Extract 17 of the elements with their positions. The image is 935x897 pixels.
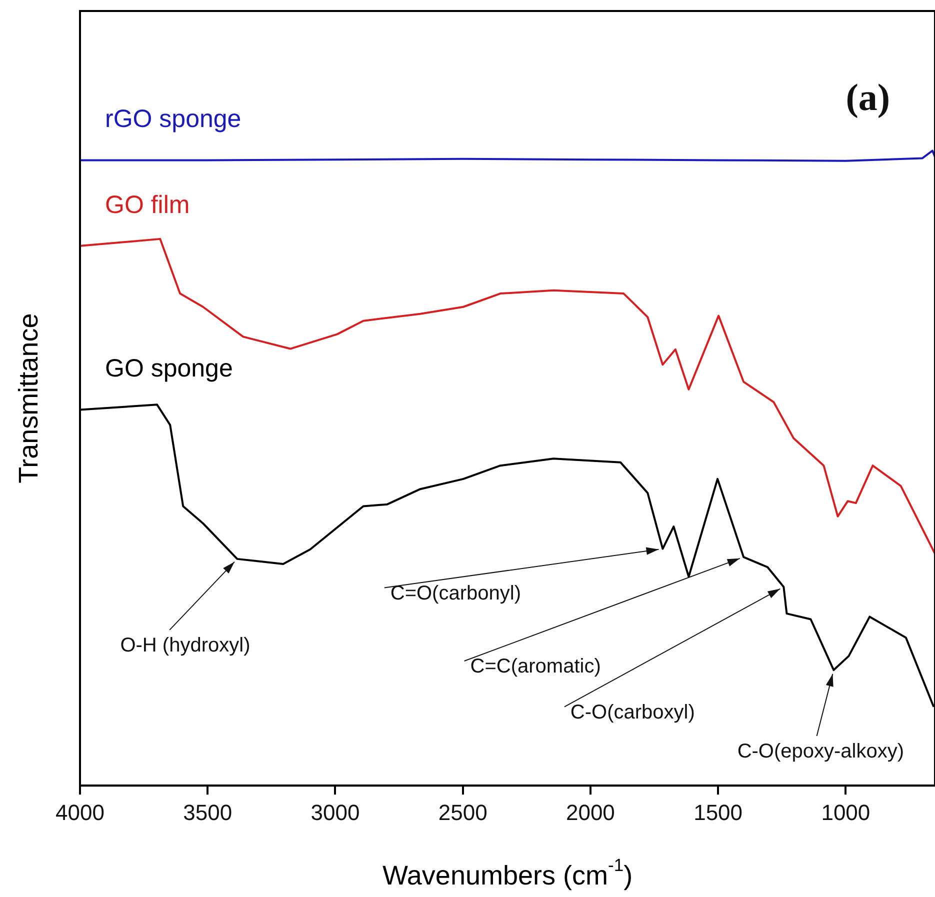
series-label: GO sponge xyxy=(105,354,233,383)
x-tick-label: 3500 xyxy=(183,800,232,825)
series-label: GO film xyxy=(105,190,190,219)
annotation: C=O(carbonyl) xyxy=(390,582,521,604)
x-tick-label: 3000 xyxy=(310,800,360,825)
annotation: C=C(aromatic) xyxy=(470,656,601,678)
annotation: C-O(epoxy-alkoxy) xyxy=(737,740,904,763)
x-tick-label: 4000 xyxy=(56,800,104,825)
annotation: O-H (hydroxyl) xyxy=(120,634,250,656)
text: (a) xyxy=(846,76,890,119)
annotation: C-O(carboxyl) xyxy=(570,701,695,724)
x-tick-label: 2500 xyxy=(438,800,488,825)
y-axis-title: Transmittance xyxy=(13,313,44,484)
x-tick-label: 2000 xyxy=(566,800,615,825)
x-tick-label: 1500 xyxy=(694,800,743,825)
series-label: rGO sponge xyxy=(105,105,242,134)
x-tick-label: 1000 xyxy=(821,800,870,825)
